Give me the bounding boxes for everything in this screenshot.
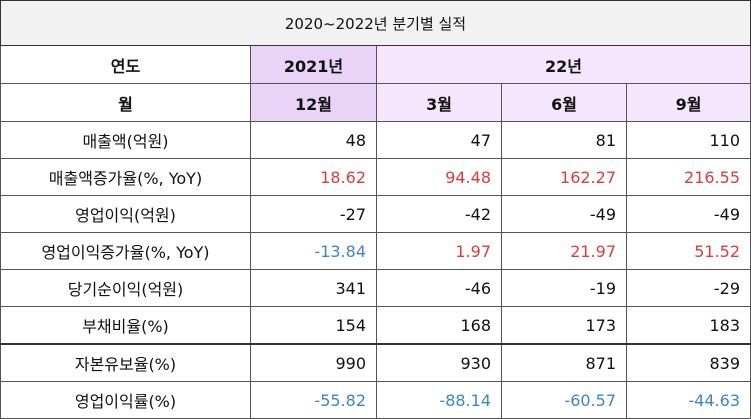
value-cell: -29: [626, 269, 751, 307]
value-cell: 839: [626, 343, 751, 382]
value-cell: 110: [626, 121, 751, 159]
value-cell: -44.63: [626, 381, 751, 419]
value-cell: 168: [376, 306, 502, 345]
row-label: 매출액증가율(%, YoY): [0, 158, 251, 196]
row-label: 매출액(억원): [0, 121, 251, 159]
value-cell: -19: [501, 269, 627, 307]
table-row: 부채비율(%) 154 168 173 183: [0, 306, 751, 345]
value-cell: 18.62: [250, 158, 377, 196]
row-label: 자본유보율(%): [0, 343, 251, 382]
value-cell: 216.55: [626, 158, 751, 196]
value-cell: -88.14: [376, 381, 502, 419]
value-cell: 81: [501, 121, 627, 159]
value-cell: -49: [501, 195, 627, 233]
month-header-sep: 9월: [626, 83, 751, 122]
year-22-header: 22년: [376, 45, 751, 84]
value-cell: 162.27: [501, 158, 627, 196]
value-cell: -46: [376, 269, 502, 307]
value-cell: -49: [626, 195, 751, 233]
value-cell: 47: [376, 121, 502, 159]
row-label: 영업이익증가율(%, YoY): [0, 232, 251, 270]
month-header-row: 월 12월 3월 6월 9월: [0, 83, 751, 122]
value-cell: -27: [250, 195, 377, 233]
value-cell: 1.97: [376, 232, 502, 270]
value-cell: 173: [501, 306, 627, 345]
table-row: 영업이익증가율(%, YoY) -13.84 1.97 21.97 51.52: [0, 232, 751, 270]
value-cell: -13.84: [250, 232, 377, 270]
value-cell: 930: [376, 343, 502, 382]
value-cell: -55.82: [250, 381, 377, 419]
row-label: 영업이익(억원): [0, 195, 251, 233]
value-cell: 48: [250, 121, 377, 159]
year-2021-header: 2021년: [250, 45, 377, 84]
value-cell: 341: [250, 269, 377, 307]
value-cell: -42: [376, 195, 502, 233]
value-cell: 94.48: [376, 158, 502, 196]
row-label: 영업이익률(%): [0, 381, 251, 419]
year-header-row: 연도 2021년 22년: [0, 45, 751, 84]
value-cell: 990: [250, 343, 377, 382]
row-label: 부채비율(%): [0, 306, 251, 345]
title-row: 2020~2022년 분기별 실적: [0, 0, 751, 46]
table-row: 매출액(억원) 48 47 81 110: [0, 121, 751, 159]
month-label: 월: [0, 83, 251, 122]
value-cell: 51.52: [626, 232, 751, 270]
table-row: 영업이익(억원) -27 -42 -49 -49: [0, 195, 751, 233]
value-cell: -60.57: [501, 381, 627, 419]
table-title: 2020~2022년 분기별 실적: [0, 0, 751, 46]
value-cell: 154: [250, 306, 377, 345]
value-cell: 21.97: [501, 232, 627, 270]
row-label: 당기순이익(억원): [0, 269, 251, 307]
table-row: 영업이익률(%) -55.82 -88.14 -60.57 -44.63: [0, 381, 751, 419]
month-header-dec: 12월: [250, 83, 377, 122]
value-cell: 183: [626, 306, 751, 345]
table-row: 자본유보율(%) 990 930 871 839: [0, 343, 751, 382]
table-body: 매출액(억원) 48 47 81 110 매출액증가율(%, YoY) 18.62 94.48…: [0, 121, 751, 419]
table-row: 당기순이익(억원) 341 -46 -19 -29: [0, 269, 751, 307]
month-header-mar: 3월: [376, 83, 502, 122]
month-header-jun: 6월: [501, 83, 627, 122]
value-cell: 871: [501, 343, 627, 382]
year-label: 연도: [0, 45, 251, 84]
table-row: 매출액증가율(%, YoY) 18.62 94.48 162.27 216.55: [0, 158, 751, 196]
